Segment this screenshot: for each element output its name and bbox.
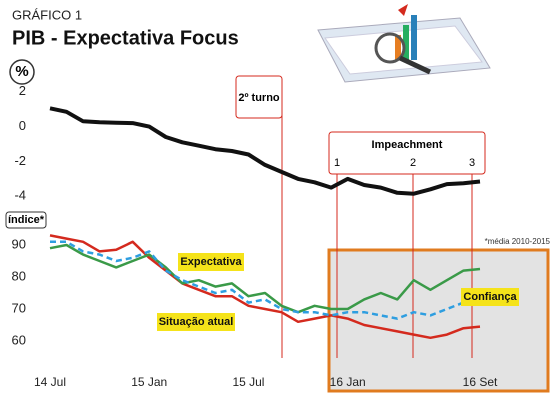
- y-axis-label: índice*: [8, 214, 45, 226]
- series-line: [49, 234, 481, 340]
- x-tick-label: 16 Jan: [330, 375, 366, 389]
- series-line: [49, 106, 481, 196]
- report-illustration: [317, 4, 491, 83]
- y-tick-label: 70: [12, 300, 26, 315]
- event-label: 2º turno: [238, 92, 280, 104]
- kicker: GRÁFICO 1: [12, 7, 82, 22]
- event-step: 2: [410, 157, 416, 169]
- note: *média 2010-2015: [485, 237, 551, 246]
- unit-badge: [5, 211, 47, 229]
- x-tick-label: 15 Jul: [232, 375, 264, 389]
- y-tick-label: 0: [19, 118, 26, 133]
- y-tick-label: 90: [12, 236, 26, 251]
- legend-label: Situação atual: [159, 316, 234, 328]
- y-tick-label: 60: [12, 332, 26, 347]
- x-tick-label: 14 Jul: [34, 375, 66, 389]
- y-tick-label: -2: [14, 153, 26, 168]
- y-axis-label: %: [15, 63, 28, 80]
- y-tick-label: 80: [12, 268, 26, 283]
- event-step: 3: [469, 157, 475, 169]
- legend-box: [461, 288, 519, 306]
- y-tick-label: 2: [19, 83, 26, 98]
- legend-label: Expectativa: [180, 256, 242, 268]
- x-tick-label: 16 Set: [463, 375, 498, 389]
- event-box: [328, 131, 486, 175]
- event-step: 1: [334, 157, 340, 169]
- series-line: [50, 240, 481, 320]
- event-label: Impeachment: [372, 139, 443, 151]
- legend-label: Confiança: [463, 291, 517, 303]
- legend-box: [178, 253, 244, 271]
- event-box: [235, 75, 283, 119]
- unit-badge: [9, 59, 35, 85]
- x-tick-label: 15 Jan: [131, 375, 167, 389]
- legend-box: [157, 313, 235, 331]
- y-tick-label: -4: [14, 188, 26, 203]
- highlight-box: [327, 248, 550, 393]
- title: PIB - Expectativa Focus: [12, 27, 239, 49]
- series-line: [49, 243, 481, 314]
